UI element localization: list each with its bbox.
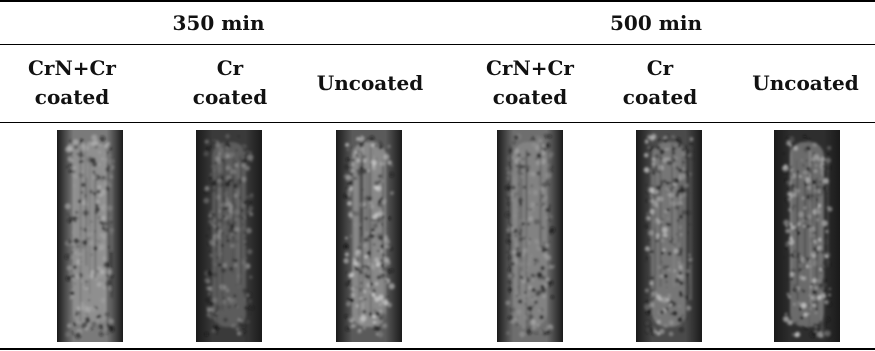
group-header-350: 350 min [172, 11, 265, 35]
column-header-crn-cr-500: CrN+Cr coated [486, 56, 574, 109]
table-bottom-rule [0, 348, 875, 350]
sample-image-uncoated-500 [774, 130, 840, 342]
column-header-uncoated-350: Uncoated [316, 70, 424, 95]
column-header-rule [0, 122, 875, 123]
sample-image-uncoated-350 [336, 130, 402, 342]
table-top-rule [0, 0, 875, 2]
sample-image-crn-cr-350 [57, 130, 123, 342]
column-header-cr-350: Cr coated [192, 56, 268, 109]
sample-image-cr-350 [196, 130, 262, 342]
group-header-500: 500 min [609, 11, 702, 35]
sample-image-crn-cr-500 [497, 130, 563, 342]
column-header-crn-cr-350: CrN+Cr coated [28, 56, 116, 109]
sample-image-cr-500 [636, 130, 702, 342]
column-header-uncoated-500: Uncoated [752, 70, 859, 95]
column-header-cr-500: Cr coated [622, 56, 698, 109]
group-header-rule [0, 44, 875, 45]
